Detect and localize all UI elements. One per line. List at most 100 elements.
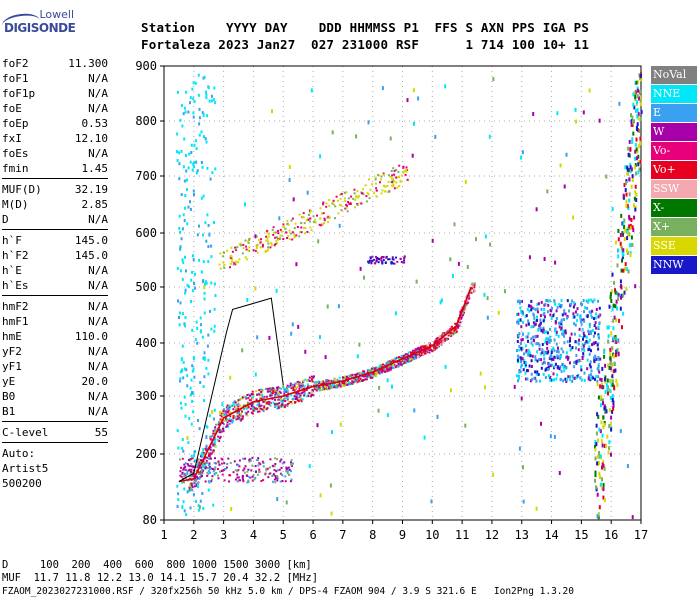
- echo-point: [615, 291, 618, 295]
- echo-point: [186, 283, 189, 287]
- echo-point: [213, 324, 216, 328]
- echo-point: [234, 401, 237, 404]
- echo-point: [622, 268, 625, 273]
- echo-point: [588, 352, 591, 356]
- echo-point: [594, 478, 596, 483]
- echo-point: [356, 381, 359, 384]
- legend-item-noval: NoVal: [651, 66, 697, 84]
- echo-point: [201, 165, 204, 169]
- echo-point: [211, 467, 214, 470]
- echo-point: [560, 304, 563, 307]
- echo-point: [521, 357, 524, 361]
- echo-point: [619, 233, 622, 238]
- echo-point: [368, 376, 371, 379]
- echo-point: [229, 262, 232, 265]
- echo-point: [454, 322, 457, 325]
- echo-point: [306, 190, 309, 195]
- echo-point: [252, 406, 255, 409]
- y-tick-label: 200: [135, 447, 157, 461]
- echo-point: [194, 478, 197, 481]
- echo-point: [285, 396, 288, 399]
- echo-point: [571, 374, 574, 378]
- echo-point: [223, 251, 225, 254]
- echo-point: [219, 252, 222, 255]
- echo-point: [263, 405, 266, 408]
- x-tick-label: 15: [574, 528, 588, 542]
- echo-point: [217, 423, 220, 426]
- echo-point: [196, 477, 199, 480]
- legend-item-nne: NNE: [651, 85, 697, 103]
- echo-point: [181, 277, 184, 281]
- echo-point: [186, 222, 189, 226]
- echo-point: [468, 297, 471, 300]
- echo-point: [294, 382, 297, 385]
- echo-point: [560, 347, 563, 351]
- echo-point: [216, 438, 219, 441]
- echo-point: [581, 343, 584, 346]
- echo-point: [218, 440, 221, 442]
- echo-point: [336, 378, 339, 381]
- echo-point: [179, 301, 182, 305]
- echo-point: [557, 346, 559, 350]
- echo-point: [213, 439, 216, 443]
- echo-point: [367, 260, 370, 263]
- echo-point: [566, 357, 569, 361]
- y-tick-label: 400: [135, 336, 157, 350]
- echo-point: [634, 142, 637, 147]
- echo-point: [403, 257, 406, 260]
- echo-point: [380, 369, 382, 372]
- echo-point: [392, 183, 395, 188]
- echo-point: [536, 318, 538, 322]
- echo-point: [606, 325, 609, 330]
- echo-point: [234, 248, 237, 251]
- echo-point: [539, 352, 542, 356]
- echo-point: [612, 303, 615, 308]
- echo-point: [211, 442, 213, 445]
- echo-point: [392, 262, 395, 265]
- echo-point: [544, 368, 547, 372]
- echo-point: [184, 324, 186, 328]
- echo-point: [359, 377, 362, 380]
- echo-point: [205, 424, 208, 428]
- echo-point: [617, 254, 620, 259]
- echo-point: [287, 223, 290, 226]
- echo-point: [436, 345, 439, 348]
- echo-point: [295, 262, 298, 267]
- echo-point: [186, 178, 188, 182]
- echo-point: [391, 181, 394, 184]
- echo-point: [389, 176, 392, 178]
- echo-point: [548, 339, 550, 343]
- echo-point: [355, 194, 358, 197]
- echo-point: [210, 457, 212, 460]
- echo-point: [589, 311, 592, 314]
- echo-point: [590, 373, 592, 377]
- echo-point: [256, 404, 259, 407]
- echo-point: [562, 329, 565, 333]
- echo-point: [635, 137, 638, 142]
- echo-point: [190, 422, 193, 426]
- echo-point: [559, 353, 562, 357]
- echo-point: [290, 463, 293, 466]
- echo-point: [621, 252, 624, 257]
- echo-point: [240, 412, 243, 415]
- echo-point: [299, 231, 302, 233]
- echo-point: [207, 333, 210, 337]
- echo-point: [527, 322, 530, 326]
- legend-item-ssw: SSW: [651, 180, 697, 198]
- echo-point: [179, 458, 181, 461]
- echo-point: [262, 396, 265, 399]
- echo-point: [208, 464, 210, 467]
- echo-point: [219, 435, 222, 438]
- echo-point: [635, 147, 638, 152]
- echo-point: [537, 342, 539, 345]
- echo-point: [362, 375, 365, 377]
- echo-point: [401, 355, 404, 358]
- echo-point: [640, 110, 643, 114]
- echo-point: [603, 350, 606, 355]
- echo-point: [331, 130, 334, 135]
- echo-point: [278, 390, 281, 393]
- echo-point: [594, 355, 597, 359]
- echo-point: [540, 329, 543, 333]
- echo-point: [287, 235, 290, 237]
- echo-point: [303, 222, 306, 225]
